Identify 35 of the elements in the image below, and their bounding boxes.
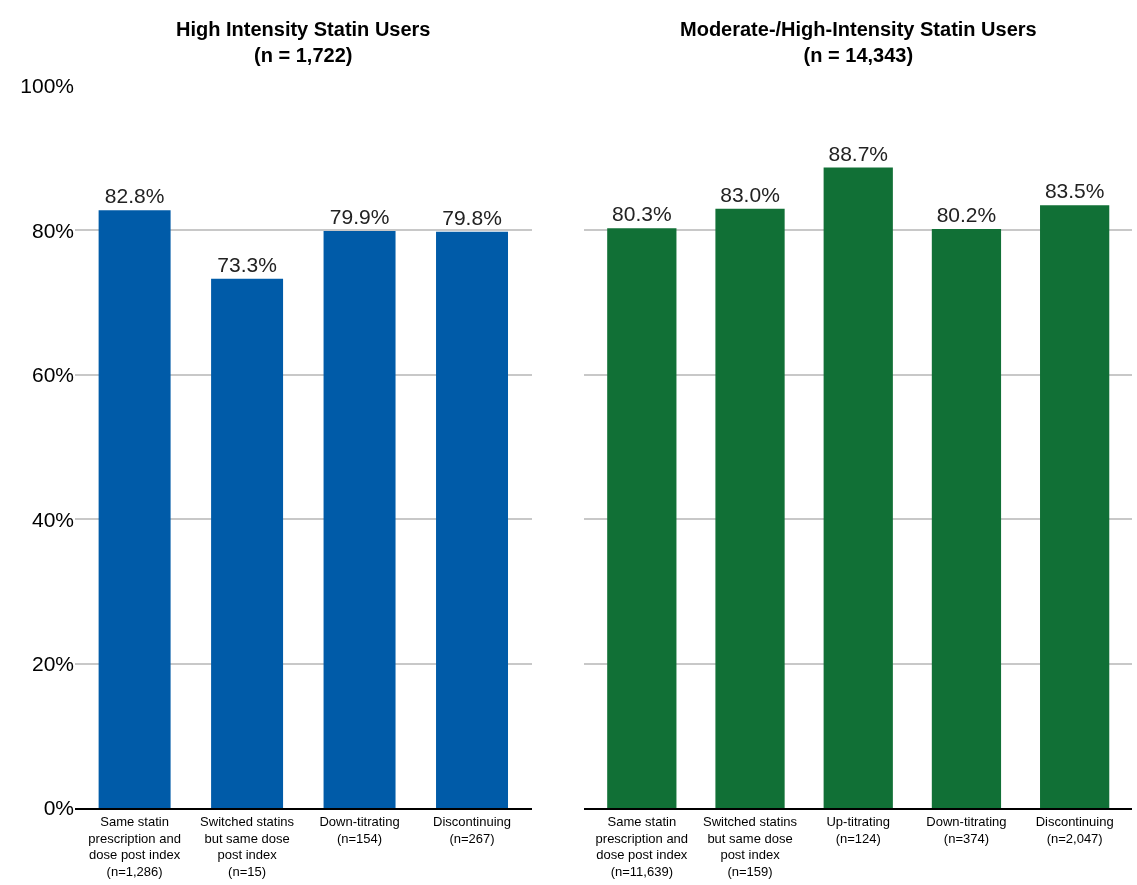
bar (98, 210, 171, 808)
x-tick-label: Switched statins but same dose post index (n=159) (703, 813, 798, 880)
x-tick-label: Discontinuing (n=2,047) (1035, 813, 1114, 846)
bar (823, 167, 893, 808)
bar (1040, 205, 1110, 808)
bar (931, 228, 1002, 808)
x-tick-label: Switched statins but same dose post index (n=15) (200, 813, 295, 880)
bar (323, 231, 396, 808)
bar (715, 208, 785, 808)
data-label: 83.0% (720, 182, 780, 206)
data-label: 80.2% (936, 202, 997, 226)
data-label: 73.3% (217, 252, 277, 276)
data-label: 80.3% (612, 202, 672, 226)
x-tick-label: Down-titrating (n=154) (319, 813, 400, 846)
x-tick-label: Up-titrating (n=124) (826, 813, 891, 846)
bar (607, 228, 677, 808)
y-tick-label: 80% (31, 218, 74, 242)
chart-title: Moderate-/High-Intensity Statin Users (n = 14,343) (680, 18, 1037, 66)
x-tick-label: Same statin prescription and dose post index (n=11,639) (595, 813, 689, 880)
chart-title: High Intensity Statin Users (n = 1,722) (176, 18, 431, 66)
data-label: 79.8% (442, 205, 502, 229)
bar (211, 278, 284, 808)
data-label: 82.8% (104, 184, 165, 208)
x-tick-label: Discontinuing (n=267) (433, 813, 512, 846)
x-tick-label: Same statin prescription and dose post index (n=1,286) (88, 813, 181, 880)
y-tick-label: 40% (31, 507, 74, 531)
x-tick-label: Down-titrating (n=374) (926, 813, 1007, 846)
data-label: 83.5% (1044, 179, 1105, 203)
y-tick-label: 60% (31, 363, 74, 387)
data-label: 88.7% (828, 141, 889, 165)
bar (436, 231, 509, 808)
data-label: 79.9% (329, 205, 390, 229)
y-tick-label: 100% (20, 74, 74, 98)
y-tick-label: 0% (43, 796, 74, 820)
y-tick-label: 20% (31, 651, 74, 675)
